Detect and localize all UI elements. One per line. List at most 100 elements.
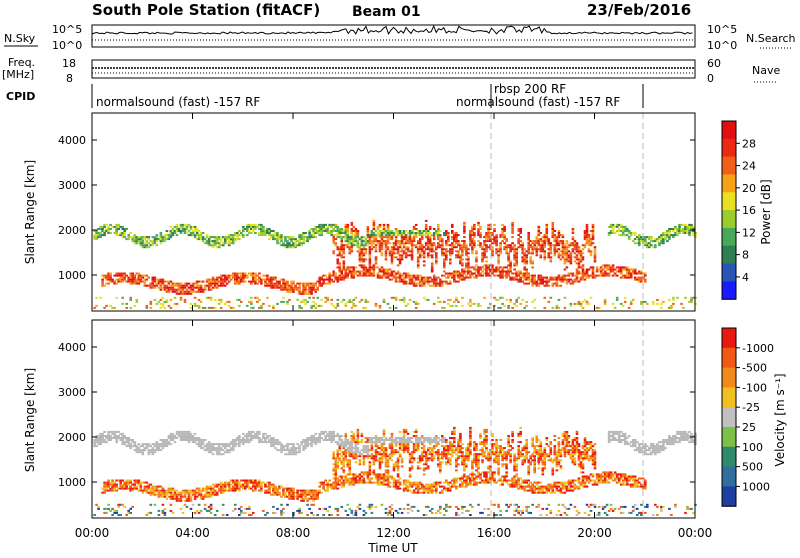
data-cell [586,224,589,226]
data-cell [389,307,392,309]
data-cell [351,307,354,309]
data-cell [119,514,122,516]
data-cell [194,297,197,299]
data-cell [198,307,201,309]
data-cell [570,262,573,264]
data-cell [453,277,456,279]
data-cell [507,273,510,275]
data-cell [527,248,530,250]
data-cell [361,476,364,478]
data-cell [550,258,553,260]
data-cell [363,260,366,262]
data-cell [415,301,418,303]
colorbar-tick-label: 28 [742,137,756,150]
data-cell [435,281,438,283]
data-cell [536,246,539,248]
data-cell [292,283,295,285]
data-cell [129,447,132,449]
data-cell [556,250,559,252]
data-cell [540,238,543,240]
data-cell [330,226,333,228]
data-cell [140,486,143,488]
data-cell [558,236,561,238]
data-cell [198,305,201,307]
data-cell [369,271,372,273]
data-cell [214,299,217,301]
data-cell [670,307,673,309]
data-cell [467,260,470,262]
data-cell [654,244,657,246]
data-cell [190,498,193,500]
data-cell [592,236,595,238]
data-cell [302,449,305,451]
data-cell [660,236,663,238]
data-cell [154,492,157,494]
data-cell [672,230,675,232]
data-cell [628,238,631,240]
data-cell [146,244,149,246]
data-cell [280,234,283,236]
data-cell [546,283,549,285]
data-cell [176,437,179,439]
data-cell [511,307,514,309]
data-cell [558,252,561,254]
data-cell [455,305,458,307]
cpid-segment-3: normalsound (fast) -157 RF [456,95,620,109]
data-cell [688,234,691,236]
data-cell [351,431,354,433]
data-cell [347,277,350,279]
data-cell [387,240,390,242]
data-cell [260,484,263,486]
data-cell [170,492,173,494]
data-cell [109,275,112,277]
data-cell [461,297,464,299]
data-cell [385,250,388,252]
data-cell [371,449,374,451]
data-cell [272,484,275,486]
data-cell [115,510,118,512]
data-cell [210,297,213,299]
data-cell [672,297,675,299]
data-cell [166,299,169,301]
data-cell [117,228,120,230]
date-label: 23/Feb/2016 [587,1,691,19]
data-cell [503,236,506,238]
data-cell [164,240,167,242]
data-cell [343,256,346,258]
data-cell [546,236,549,238]
data-cell [180,283,183,285]
data-cell [300,244,303,246]
data-cell [278,441,281,443]
data-cell [320,234,323,236]
data-cell [343,447,346,449]
data-cell [672,303,675,305]
data-cell [401,256,404,258]
data-cell [538,234,541,236]
data-cell [630,301,633,303]
data-cell [479,226,482,228]
data-cell [357,431,360,433]
data-cell [391,260,394,262]
data-cell [146,275,149,277]
data-cell [477,224,480,226]
data-cell [125,514,128,516]
data-cell [316,496,319,498]
data-cell [304,496,307,498]
data-cell [455,236,458,238]
data-cell [538,228,541,230]
data-cell [258,433,261,435]
data-cell [550,248,553,250]
data-cell [266,275,269,277]
data-cell [322,281,325,283]
data-cell [544,254,547,256]
data-cell [375,262,378,264]
data-cell [465,275,468,277]
data-cell [198,504,201,506]
data-cell [310,443,313,445]
data-cell [435,254,438,256]
data-cell [339,252,342,254]
data-cell [640,303,643,305]
data-cell [129,299,132,301]
data-cell [218,445,221,447]
data-cell [459,260,462,262]
